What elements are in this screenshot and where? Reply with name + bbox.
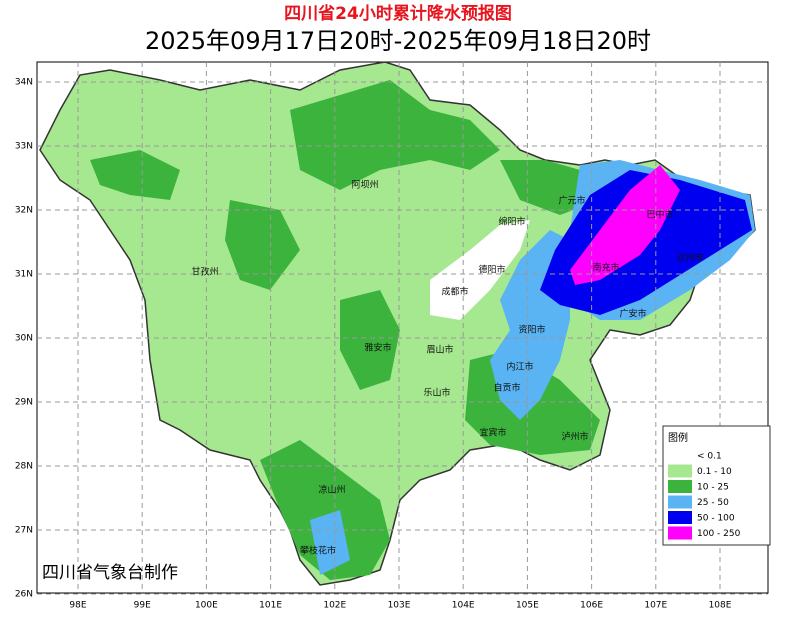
city-label: 宜宾市	[479, 427, 506, 439]
legend-label: 25 - 50	[697, 498, 729, 508]
x-tick-label: 103E	[388, 601, 411, 611]
city-label: 广元市	[558, 195, 585, 207]
legend-swatch	[668, 464, 692, 478]
title: 四川省24小时累计降水预报图	[284, 3, 512, 24]
x-tick-label: 100E	[195, 601, 218, 611]
y-tick-label: 30N	[15, 334, 33, 344]
x-tick-label: 108E	[709, 601, 732, 611]
city-label: 凉山州	[318, 484, 345, 496]
y-tick-label: 33N	[15, 142, 33, 152]
y-tick-label: 26N	[15, 590, 33, 600]
city-label: 雅安市	[364, 342, 391, 354]
city-label: 南充市	[592, 262, 619, 274]
city-label: 攀枝花市	[300, 545, 336, 557]
y-tick-label: 27N	[15, 526, 33, 536]
x-tick-label: 104E	[452, 601, 475, 611]
city-label: 达州市	[676, 252, 703, 264]
city-label: 巴中市	[646, 209, 673, 221]
city-label: 广安市	[619, 308, 646, 320]
province	[39, 61, 756, 586]
legend-swatch	[668, 495, 692, 509]
x-tick-label: 107E	[644, 601, 667, 611]
y-tick-label: 28N	[15, 462, 33, 472]
legend-label: 50 - 100	[697, 514, 735, 524]
city-label: 泸州市	[561, 431, 588, 443]
city-label: 乐山市	[423, 387, 450, 399]
legend-label: 10 - 25	[697, 483, 729, 493]
legend-label: < 0.1	[697, 452, 722, 462]
x-tick-label: 101E	[259, 601, 282, 611]
y-tick-label: 34N	[15, 78, 33, 88]
city-label: 内江市	[506, 361, 533, 373]
legend: 图例 < 0.1 0.1 - 10 10 - 25 25 - 50 50 - 100 10…	[662, 425, 771, 546]
x-tick-label: 98E	[69, 601, 86, 611]
x-tick-label: 105E	[516, 601, 539, 611]
y-tick-label: 29N	[15, 398, 33, 408]
graticule: 98E 99E 100E 101E 102E 103E 104E 105E 106E 107E 10…	[15, 62, 768, 611]
y-tick-label: 32N	[15, 206, 33, 216]
y-tick-label: 31N	[15, 270, 33, 280]
x-tick-label: 102E	[323, 601, 346, 611]
city-label: 自贡市	[493, 382, 520, 394]
x-tick-label: 106E	[580, 601, 603, 611]
city-label: 眉山市	[426, 344, 453, 356]
city-label: 成都市	[441, 286, 468, 298]
x-tick-label: 99E	[134, 601, 151, 611]
legend-title: 图例	[668, 431, 688, 444]
legend-swatch	[668, 480, 692, 493]
credit: 四川省气象台制作	[42, 563, 178, 583]
legend-swatch	[668, 511, 692, 524]
legend-label: 0.1 - 10	[697, 467, 732, 477]
subtitle: 2025年09月17日20时-2025年09月18日20时	[145, 27, 651, 55]
city-label: 甘孜州	[191, 266, 218, 278]
legend-swatch	[668, 526, 692, 540]
city-label: 资阳市	[518, 324, 545, 336]
legend-swatch	[668, 449, 692, 462]
city-label: 绵阳市	[498, 216, 525, 228]
city-label: 德阳市	[478, 264, 505, 276]
city-label: 阿坝州	[351, 180, 378, 191]
legend-label: 100 - 250	[697, 529, 741, 539]
